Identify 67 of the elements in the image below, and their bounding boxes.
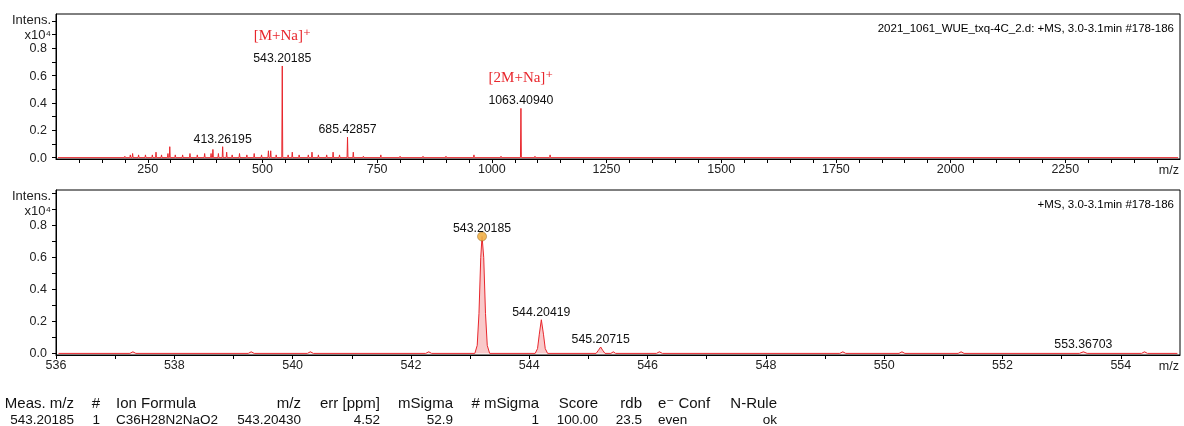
annotation: 543.20185 <box>452 221 512 236</box>
y-tick-label: 0.2 <box>29 123 48 138</box>
y-tick-label: 0.6 <box>29 250 48 265</box>
x-tick-label: 554 <box>1110 357 1132 372</box>
text: Ion Formula <box>116 394 197 411</box>
text: C36H28N2NaO2 <box>116 412 219 426</box>
text: 52.9 <box>426 412 453 426</box>
text: # <box>91 394 100 411</box>
text: 1 <box>92 412 100 426</box>
text: 100.00 <box>556 412 598 426</box>
x-tick-label: 1250 <box>592 161 621 176</box>
text: even <box>658 412 688 426</box>
annotation: 1063.40940 <box>488 93 554 108</box>
text: rdb <box>620 394 642 411</box>
text: 543.20185 <box>9 412 74 426</box>
text: e⁻ Conf <box>658 394 711 411</box>
x-tick-label: 536 <box>45 357 67 372</box>
x-tick-label: 1500 <box>707 161 736 176</box>
annotation: [M+Na]⁺ <box>253 26 311 43</box>
text: 2021_1061_WUE_txq-4C_2.d: +MS, 3.0-3.1min #178-186 <box>877 22 1174 34</box>
y-tick-label: 0.4 <box>29 282 48 297</box>
text: 23.5 <box>615 412 642 426</box>
x-tick-label: 250 <box>137 161 159 176</box>
annotation: 685.42857 <box>318 122 377 137</box>
text: Meas. m/z <box>3 394 74 411</box>
x-tick-label: 538 <box>163 357 185 372</box>
x-axis-title: m/z <box>1158 358 1179 373</box>
text: Score <box>558 394 598 411</box>
y-axis-title: Intens. x10⁴ <box>11 188 51 218</box>
x-tick-label: 546 <box>637 357 659 372</box>
x-tick-label: 2250 <box>1051 161 1080 176</box>
x-tick-label: 544 <box>518 357 540 372</box>
x-tick-label: 1000 <box>477 161 506 176</box>
annotation: 553.36703 <box>1054 336 1113 351</box>
text: 543.20430 <box>237 412 301 426</box>
y-tick-label: 0.4 <box>29 95 48 110</box>
annotation: [2M+Na]⁺ <box>488 69 554 86</box>
x-tick-label: 550 <box>873 357 895 372</box>
text: N-Rule <box>730 394 777 411</box>
y-axis-title: Intens. x10⁴ <box>11 11 51 42</box>
text: # mSigma <box>471 394 539 411</box>
x-tick-label: 1750 <box>822 161 850 176</box>
text: 4.52 <box>353 412 380 426</box>
x-tick-label: 540 <box>282 357 304 372</box>
text: m/z <box>276 394 301 411</box>
text: +MS, 3.0-3.1min #178-186 <box>1037 198 1174 210</box>
x-tick-label: 750 <box>366 161 388 176</box>
x-tick-label: 500 <box>252 161 273 176</box>
annotation: 543.20185 <box>253 50 312 65</box>
text: mSigma <box>397 394 453 411</box>
x-tick-label: 542 <box>400 357 422 372</box>
text: 1 <box>531 412 539 426</box>
x-tick-label: 2000 <box>936 161 965 176</box>
text: ok <box>762 412 777 426</box>
y-tick-label: 0.8 <box>29 41 48 56</box>
x-axis-title: m/z <box>1158 162 1179 177</box>
y-tick-label: 0.0 <box>29 346 48 361</box>
annotation: 545.20715 <box>571 331 630 346</box>
x-tick-label: 552 <box>992 357 1013 372</box>
y-tick-label: 0.6 <box>29 68 48 83</box>
annotation: 413.26195 <box>193 131 252 146</box>
y-tick-label: 0.0 <box>29 150 48 165</box>
annotation: 544.20419 <box>512 304 571 319</box>
x-tick-label: 548 <box>755 357 777 372</box>
y-tick-label: 0.2 <box>29 314 48 329</box>
text: err [ppm] <box>319 394 380 411</box>
y-tick-label: 0.8 <box>29 218 48 233</box>
